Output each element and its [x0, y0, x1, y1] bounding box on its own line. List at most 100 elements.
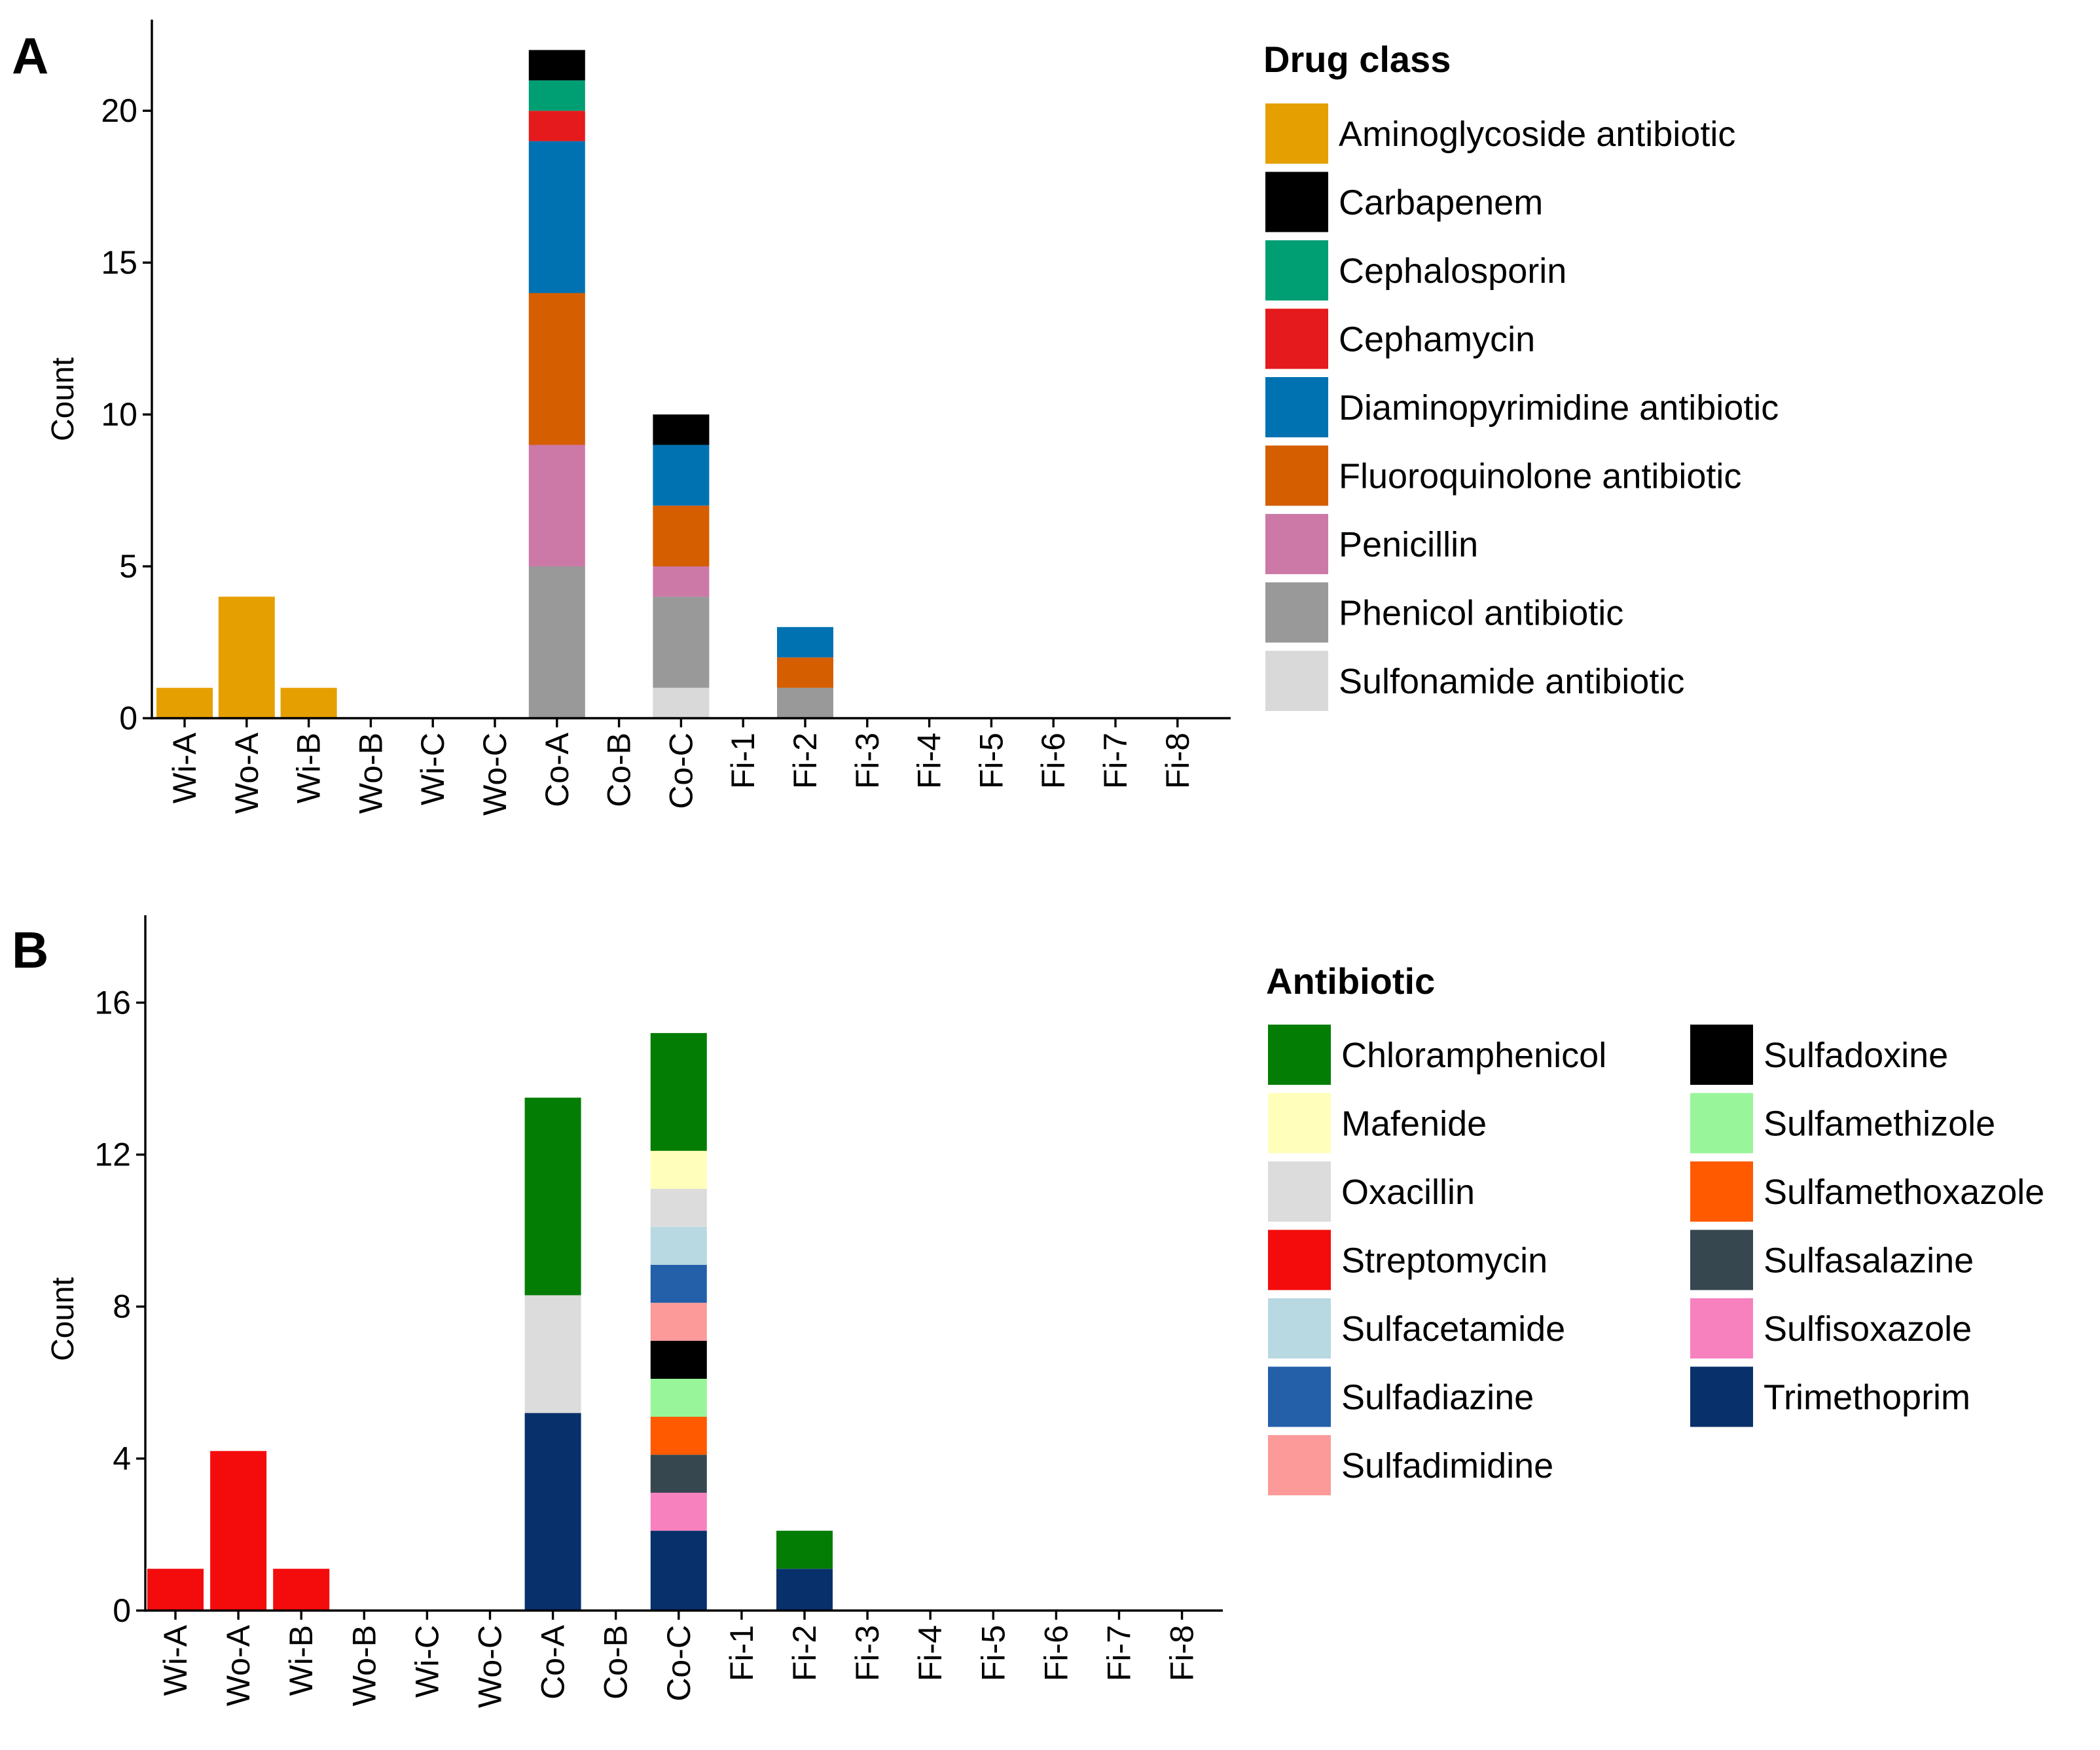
- panel-b-legend-item-sulfacetamide: Sulfacetamide: [1268, 1298, 1565, 1358]
- panel-a-x-tick-label-wi-c: Wi-C: [414, 733, 451, 805]
- panel-b-legend-swatch-sulfamethizole: [1690, 1093, 1753, 1154]
- panel-b-x-tick-label-fi-5: Fi-5: [975, 1625, 1011, 1681]
- panel-b-legend-swatch-sulfacetamide: [1268, 1298, 1331, 1358]
- panel-b-bar-fi-2-chloramphenicol: [776, 1531, 833, 1569]
- panel-b-legend-label-trimethoprim: Trimethoprim: [1764, 1378, 1970, 1417]
- panel-a-bar-wo-a-aminoglycoside-antibiotic: [218, 596, 275, 718]
- panel-a-y-tick-label-0: 0: [119, 700, 137, 737]
- panel-b-legend-label-sulfamethizole: Sulfamethizole: [1764, 1104, 1995, 1144]
- panel-a-legend-item-cephamycin: Cephamycin: [1265, 308, 1535, 369]
- panel-b-legend-label-chloramphenicol: Chloramphenicol: [1341, 1036, 1606, 1075]
- panel-a-x-tick-label-fi-3: Fi-3: [849, 733, 886, 789]
- panel-a-x-tick-label-fi-1: Fi-1: [725, 733, 761, 789]
- panel-b-y-tick-label-4: 4: [113, 1440, 131, 1477]
- panel-a-legend-swatch-diaminopyrimidine-antibiotic: [1265, 377, 1328, 437]
- panel-b-bar-co-c-oxacillin: [650, 1188, 707, 1227]
- panel-b-bar-co-c-sulfamethoxazole: [650, 1417, 707, 1455]
- panel-b-bar-co-a-trimethoprim: [524, 1413, 581, 1611]
- panel-b-bar-co-c-sulfadimidine: [650, 1302, 707, 1341]
- panel-letter-b: B: [12, 921, 48, 979]
- panel-b-bar-co-c-sulfamethizole: [650, 1379, 707, 1417]
- panel-a-y-tick-label-20: 20: [101, 92, 137, 129]
- panel-b-x-tick-label-co-c: Co-C: [661, 1625, 697, 1702]
- panel-a-legend-item-phenicol-antibiotic: Phenicol antibiotic: [1265, 582, 1623, 643]
- panel-a-legend-title: Drug class: [1263, 39, 1451, 80]
- panel-a-x-tick-label-wo-b: Wo-B: [352, 733, 389, 814]
- panel-b-legend-swatch-mafenide: [1268, 1093, 1331, 1154]
- panel-b-x-tick-label-wi-c: Wi-C: [408, 1625, 445, 1698]
- panel-b-legend-item-chloramphenicol: Chloramphenicol: [1268, 1025, 1606, 1085]
- panel-b-x-tick-label-fi-3: Fi-3: [849, 1625, 886, 1681]
- panel-a-bar-co-c-diaminopyrimidine-antibiotic: [653, 445, 710, 506]
- panel-b-legend: Antibiotic Chloramphenicol Mafenide Oxacill…: [1266, 960, 2044, 1495]
- panel-a-bar-co-c-phenicol-antibiotic: [653, 596, 710, 688]
- panel-b-legend-item-sulfamethoxazole: Sulfamethoxazole: [1690, 1161, 2044, 1222]
- panel-b-bar-co-c-mafenide: [650, 1150, 707, 1189]
- panel-b-x-tick-label-fi-8: Fi-8: [1164, 1625, 1201, 1681]
- panel-a-bar-wi-a-aminoglycoside-antibiotic: [156, 687, 213, 718]
- panel-b-x-tick-label-fi-7: Fi-7: [1101, 1625, 1138, 1681]
- panel-b-legend-item-sulfadiazine: Sulfadiazine: [1268, 1366, 1534, 1427]
- panel-b-legend-label-sulfadiazine: Sulfadiazine: [1341, 1378, 1534, 1417]
- panel-a-legend-item-sulfonamide-antibiotic: Sulfonamide antibiotic: [1265, 651, 1684, 711]
- panel-a-bar-co-c-carbapenem: [653, 414, 710, 445]
- panel-a-x-tick-label-co-a: Co-A: [539, 732, 575, 807]
- panel-b-x-tick-label-co-b: Co-B: [598, 1625, 634, 1700]
- panel-b-x-tick-label-fi-4: Fi-4: [912, 1625, 949, 1681]
- panel-b-x-tick-label-fi-2: Fi-2: [786, 1625, 823, 1681]
- panel-b-bar-co-c-sulfisoxazole: [650, 1493, 707, 1531]
- panel-b-legend-item-sulfamethizole: Sulfamethizole: [1690, 1093, 1995, 1154]
- panel-b-legend-item-mafenide: Mafenide: [1268, 1093, 1487, 1154]
- chart-panel-b: 0 4 8 12 16 Count Wi-A Wo-A Wi-B Wo-B Wi-C Wo-C Co-A…: [46, 915, 2044, 1708]
- panel-b-x-tick-label-fi-6: Fi-6: [1038, 1625, 1074, 1681]
- panel-a-bar-wi-b-aminoglycoside-antibiotic: [280, 687, 337, 718]
- panel-a-x-tick-label-fi-4: Fi-4: [911, 733, 948, 789]
- panel-a-legend-swatch-phenicol-antibiotic: [1265, 582, 1328, 643]
- panel-a-legend-label-sulfonamide-antibiotic: Sulfonamide antibiotic: [1339, 662, 1684, 701]
- panel-a-x-tick-label-wi-a: Wi-A: [166, 732, 203, 803]
- panel-a-legend-label-diaminopyrimidine-antibiotic: Diaminopyrimidine antibiotic: [1339, 388, 1779, 428]
- panel-a-legend-swatch-cephamycin: [1265, 308, 1328, 369]
- panel-b-legend-swatch-sulfamethoxazole: [1690, 1161, 1753, 1222]
- panel-a-legend-item-penicillin: Penicillin: [1265, 514, 1478, 574]
- panel-b-legend-swatch-sulfadiazine: [1268, 1366, 1331, 1427]
- panel-b-x-tick-label-wi-a: Wi-A: [157, 1624, 194, 1696]
- panel-b-legend-label-sulfadimidine: Sulfadimidine: [1341, 1446, 1553, 1486]
- panel-b-legend-swatch-sulfisoxazole: [1690, 1298, 1753, 1358]
- panel-a-legend-item-cephalosporin: Cephalosporin: [1265, 240, 1566, 301]
- panel-a-bar-fi-2-diaminopyrimidine-antibiotic: [777, 627, 833, 658]
- panel-b-legend-swatch-sulfasalazine: [1690, 1230, 1753, 1290]
- panel-b-legend-label-sulfamethoxazole: Sulfamethoxazole: [1764, 1173, 2044, 1212]
- panel-b-legend-label-sulfasalazine: Sulfasalazine: [1764, 1241, 1974, 1281]
- panel-b-legend-swatch-sulfadoxine: [1690, 1025, 1753, 1085]
- panel-b-x-tick-label-wi-b: Wi-B: [283, 1625, 319, 1696]
- panel-a-bar-co-a-phenicol-antibiotic: [528, 566, 585, 718]
- panel-b-legend-title: Antibiotic: [1266, 960, 1435, 1002]
- panel-a-x-tick-label-fi-2: Fi-2: [787, 733, 824, 789]
- panel-a-x-tick-label-fi-5: Fi-5: [973, 733, 1009, 789]
- panel-a-legend-label-cephamycin: Cephamycin: [1339, 320, 1535, 359]
- panel-a-legend-label-penicillin: Penicillin: [1339, 525, 1478, 564]
- panel-b-legend-swatch-sulfadimidine: [1268, 1435, 1331, 1495]
- panel-b-bar-co-a-oxacillin: [524, 1295, 581, 1413]
- panel-b-legend-label-streptomycin: Streptomycin: [1341, 1241, 1548, 1281]
- panel-a-y-axis-title: Count: [46, 357, 81, 441]
- panel-a-y-tick-label-15: 15: [101, 244, 137, 281]
- panel-b-y-tick-label-16: 16: [94, 984, 131, 1021]
- panel-b-x-tick-label-co-a: Co-A: [535, 1624, 571, 1700]
- panel-b-bar-co-c-sulfadoxine: [650, 1341, 707, 1379]
- panel-a-legend: Drug class Aminoglycoside antibiotic Carba…: [1263, 39, 1779, 711]
- panel-a-bar-co-a-cephalosporin: [528, 80, 585, 111]
- panel-b-legend-label-mafenide: Mafenide: [1341, 1104, 1487, 1144]
- panel-b-legend-label-sulfacetamide: Sulfacetamide: [1341, 1309, 1565, 1349]
- panel-b-x-tick-label-wo-c: Wo-C: [472, 1625, 509, 1708]
- panel-a-legend-item-diaminopyrimidine-antibiotic: Diaminopyrimidine antibiotic: [1265, 377, 1779, 437]
- panel-a-bar-co-a-fluoroquinolone-antibiotic: [528, 293, 585, 445]
- panel-a-bar-fi-2-phenicol-antibiotic: [777, 687, 833, 718]
- panel-a-legend-label-fluoroquinolone-antibiotic: Fluoroquinolone antibiotic: [1339, 457, 1741, 496]
- panel-b-bar-co-c-chloramphenicol: [650, 1032, 707, 1151]
- chart-panel-a: 0 5 10 15 20 Count Wi-A Wo-A Wi-B Wo-B Wi-C Wo-C Co-…: [46, 20, 1779, 816]
- panel-a-legend-label-aminoglycoside-antibiotic: Aminoglycoside antibiotic: [1339, 115, 1735, 154]
- panel-a-x-tick-label-co-c: Co-C: [662, 733, 699, 809]
